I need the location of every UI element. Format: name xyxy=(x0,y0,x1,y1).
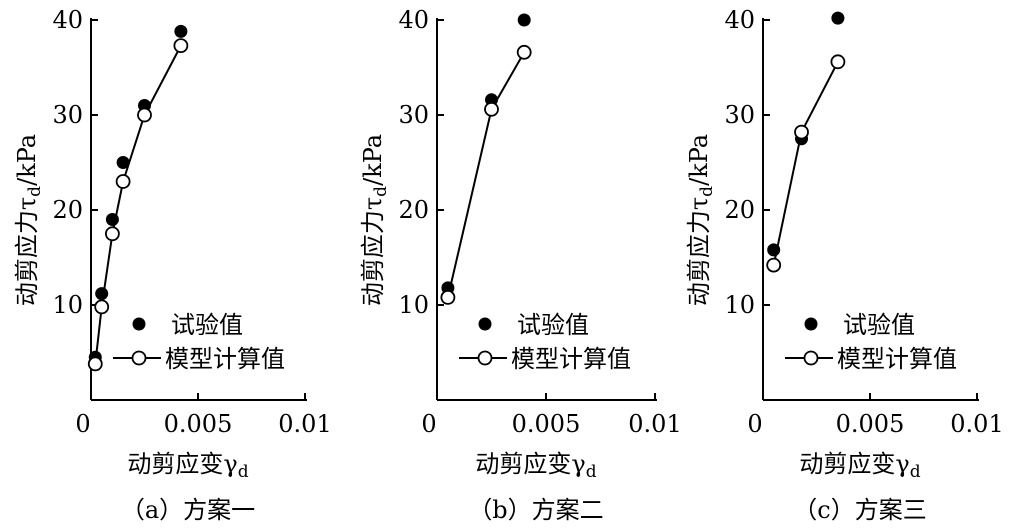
y-axis-label: 动剪应力τd/kPa xyxy=(359,134,391,306)
measured-point xyxy=(105,213,119,226)
x-tick-label: 0.005 xyxy=(512,410,581,438)
measured-point xyxy=(831,11,845,25)
legend-measured-label: 试验值 xyxy=(517,311,589,339)
y-tick-label: 30 xyxy=(52,101,83,129)
y-tick-label: 40 xyxy=(724,6,755,34)
panels: 10 20 30 40 0 0.005 0.01 动剪应变γd 动剪应力τd/kPa （a）方案一… xyxy=(13,6,1004,524)
x-tick-label: 0.005 xyxy=(164,410,233,438)
y-tick-label: 20 xyxy=(724,196,755,224)
model-point xyxy=(516,44,532,60)
measured-point xyxy=(174,24,188,38)
legend-model-label: 模型计算值 xyxy=(165,345,285,373)
measured-point xyxy=(767,243,781,257)
y-tick-label: 40 xyxy=(52,6,83,34)
panel-3: 10 20 30 40 0 0.005 0.01 动剪应变γd 动剪应力τd/kPa （c）方案三… xyxy=(685,6,1004,524)
y-tick-label: 40 xyxy=(398,6,429,34)
legend-measured-label: 试验值 xyxy=(843,311,915,339)
model-point xyxy=(766,257,782,273)
y-tick-label: 30 xyxy=(398,101,429,129)
x-tick-label: 0.005 xyxy=(836,410,905,438)
legend-model-marker xyxy=(803,350,819,366)
x-tick-label: 0.01 xyxy=(278,410,331,438)
model-point xyxy=(87,356,103,372)
model-point xyxy=(440,289,456,305)
x-tick-label: 0 xyxy=(747,410,762,438)
legend-model-marker xyxy=(477,350,493,366)
y-axis-label: 动剪应力τd/kPa xyxy=(685,134,717,306)
model-point xyxy=(830,54,846,70)
model-series-line xyxy=(446,51,526,298)
y-tick-label: 10 xyxy=(52,291,83,319)
legend-measured-marker xyxy=(804,317,818,331)
x-tick-label: 0.01 xyxy=(950,410,1003,438)
legend-measured-marker xyxy=(132,317,146,331)
panel-2: 10 20 30 40 0 0.005 0.01 动剪应变γd 动剪应力τd/kPa （b）方案二… xyxy=(359,6,682,524)
panel-caption: （c）方案三 xyxy=(793,496,926,524)
model-point xyxy=(794,124,809,140)
model-point xyxy=(137,107,152,123)
model-point xyxy=(94,299,110,315)
model-series-line xyxy=(94,45,182,365)
legend-measured-label: 试验值 xyxy=(171,311,243,339)
legend-model-marker xyxy=(131,350,147,366)
measured-point xyxy=(95,287,109,301)
y-tick-label: 20 xyxy=(398,196,429,224)
measured-point xyxy=(116,156,130,169)
legend-model-label: 模型计算值 xyxy=(511,345,631,373)
y-axis-label: 动剪应力τd/kPa xyxy=(13,134,45,306)
model-point xyxy=(484,101,499,117)
panel-caption: （b）方案二 xyxy=(468,496,603,524)
y-tick-label: 10 xyxy=(724,291,755,319)
x-axis-label: 动剪应变γd xyxy=(799,450,920,482)
legend-model-label: 模型计算值 xyxy=(837,345,957,373)
measured-point xyxy=(517,13,531,27)
y-tick-label: 30 xyxy=(724,101,755,129)
model-point xyxy=(105,226,120,242)
y-tick-label: 20 xyxy=(52,196,83,224)
y-tick-label: 10 xyxy=(398,291,429,319)
panel-1: 10 20 30 40 0 0.005 0.01 动剪应变γd 动剪应力τd/kPa （a）方案一… xyxy=(13,6,332,524)
x-tick-label: 0.01 xyxy=(628,410,681,438)
x-axis-label: 动剪应变γd xyxy=(127,450,248,482)
x-axis-label: 动剪应变γd xyxy=(475,450,596,482)
legend-measured-marker xyxy=(478,317,492,331)
panel-caption: （a）方案一 xyxy=(121,496,255,524)
x-tick-label: 0 xyxy=(421,410,436,438)
x-tick-label: 0 xyxy=(75,410,90,438)
model-point xyxy=(115,174,131,189)
model-series-line xyxy=(772,61,839,266)
model-point xyxy=(173,38,189,54)
